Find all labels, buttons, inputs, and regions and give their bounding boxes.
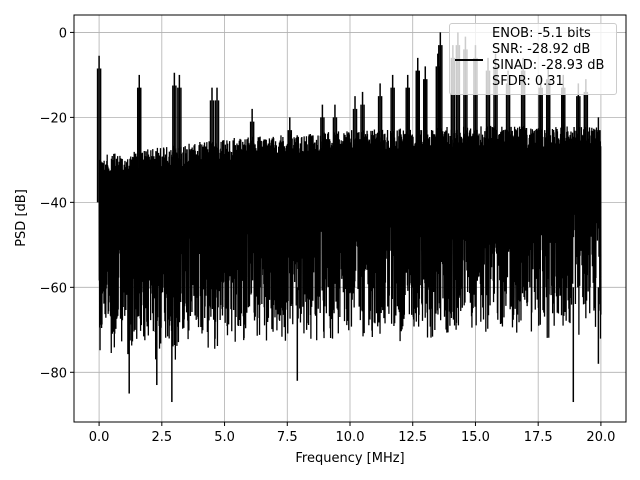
x-tick-label: 15.0 xyxy=(461,430,490,445)
y-tick-label: −40 xyxy=(40,196,67,211)
y-tick-label: −80 xyxy=(40,366,67,381)
y-axis-label: PSD [dB] xyxy=(14,189,29,247)
legend: ENOB: -5.1 bits SNR: -28.92 dB SINAD: -2… xyxy=(449,23,617,95)
legend-sfdr: SFDR: 0.31 xyxy=(492,74,564,89)
y-tick-label: −60 xyxy=(40,281,67,296)
x-tick-label: 7.5 xyxy=(277,430,298,445)
legend-snr: SNR: -28.92 dB xyxy=(492,42,591,57)
legend-line-swatch xyxy=(455,59,483,61)
legend-enob: ENOB: -5.1 bits xyxy=(492,26,591,41)
x-tick-label: 5.0 xyxy=(214,430,235,445)
psd-line xyxy=(98,125,602,360)
x-tick-label: 20.0 xyxy=(586,430,615,445)
legend-sinad: SINAD: -28.93 dB xyxy=(492,58,605,73)
x-tick-label: 0.0 xyxy=(89,430,110,445)
y-tick-label: 0 xyxy=(59,26,67,41)
x-tick-label: 2.5 xyxy=(151,430,172,445)
y-tick-label: −20 xyxy=(40,111,67,126)
x-tick-label: 10.0 xyxy=(336,430,365,445)
x-tick-label: 17.5 xyxy=(524,430,553,445)
x-axis-label: Frequency [MHz] xyxy=(295,451,404,466)
ticks: 0.0 2.5 5.0 7.5 10.0 12.5 15.0 17.5 20.0 0 −20 −40 −… xyxy=(40,26,616,445)
x-tick-label: 12.5 xyxy=(398,430,427,445)
